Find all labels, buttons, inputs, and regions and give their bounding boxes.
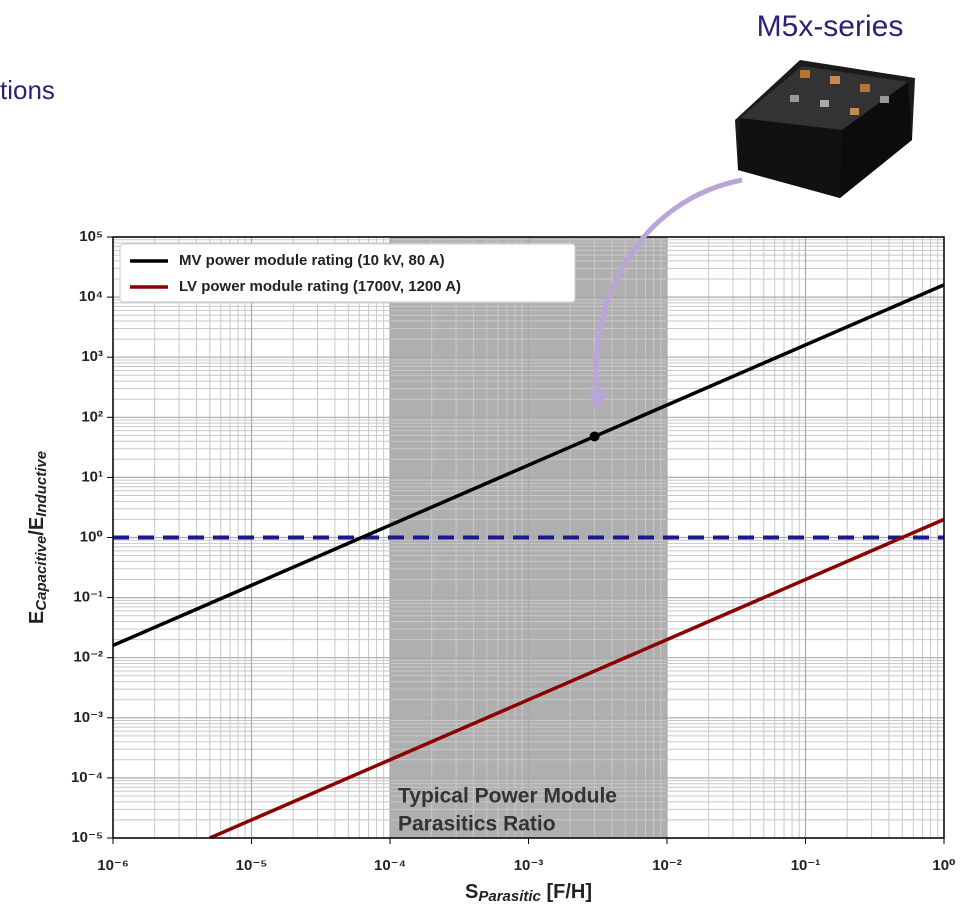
x-tick-label: 10⁻¹ bbox=[791, 857, 821, 874]
product-label: M5x-series bbox=[757, 10, 904, 43]
y-tick-label: 10⁴ bbox=[79, 288, 103, 305]
y-axis-label-part: /E bbox=[26, 517, 48, 536]
x-tick-label: 10⁻³ bbox=[514, 857, 544, 874]
x-tick-label: 10⁻⁵ bbox=[236, 857, 268, 874]
y-tick-label: 10² bbox=[81, 408, 103, 425]
x-axis-label: SParasitic [F/H] bbox=[465, 881, 592, 905]
heading-fragment: tions bbox=[0, 75, 55, 105]
y-tick-label: 10⁻² bbox=[73, 649, 103, 666]
annotation: Parasitics Ratio bbox=[398, 813, 556, 836]
legend-label: MV power module rating (10 kV, 80 A) bbox=[179, 252, 445, 269]
x-axis-label-part: S bbox=[465, 881, 478, 903]
module-image bbox=[735, 60, 915, 198]
y-tick-label: 10⁻⁴ bbox=[71, 769, 103, 786]
y-axis-label-part: Capacitive bbox=[33, 536, 50, 611]
y-tick-label: 10⁻³ bbox=[73, 709, 103, 726]
annotation: Typical Power Module bbox=[398, 785, 617, 808]
y-tick-label: 10⁰ bbox=[80, 528, 103, 545]
y-axis-label: ECapacitive/EInductive bbox=[26, 451, 50, 624]
x-tick-label: 10⁻⁴ bbox=[374, 857, 406, 874]
x-axis-label-part: [F/H] bbox=[541, 881, 592, 903]
x-tick-label: 10⁻² bbox=[652, 857, 682, 874]
y-tick-label: 10³ bbox=[81, 348, 103, 365]
x-tick-label: 10⁻⁶ bbox=[97, 857, 129, 874]
y-tick-label: 10⁵ bbox=[79, 228, 103, 245]
x-tick-label: 10⁰ bbox=[932, 857, 955, 874]
y-tick-label: 10⁻⁵ bbox=[71, 829, 103, 846]
plot: 10⁻⁶ 10⁻⁵ 10⁻⁴ 10⁻³ 10⁻² 10⁻¹ 10⁰ 10⁻⁵ 10⁻⁴ 10⁻³ 1… bbox=[26, 228, 955, 905]
slide: tions M5x-series 10⁻⁶10⁻⁵10⁻⁴10⁻³10⁻²10⁻… bbox=[0, 0, 968, 916]
y-axis-label-part: Inductive bbox=[33, 451, 50, 517]
y-axis-label-part: E bbox=[26, 611, 48, 624]
legend-label: LV power module rating (1700V, 1200 A) bbox=[179, 278, 461, 295]
y-tick-label: 10⁻¹ bbox=[73, 589, 103, 606]
x-axis-label-part: Parasitic bbox=[478, 888, 541, 905]
y-tick-label: 10¹ bbox=[81, 468, 103, 485]
highlight-point bbox=[590, 431, 600, 441]
